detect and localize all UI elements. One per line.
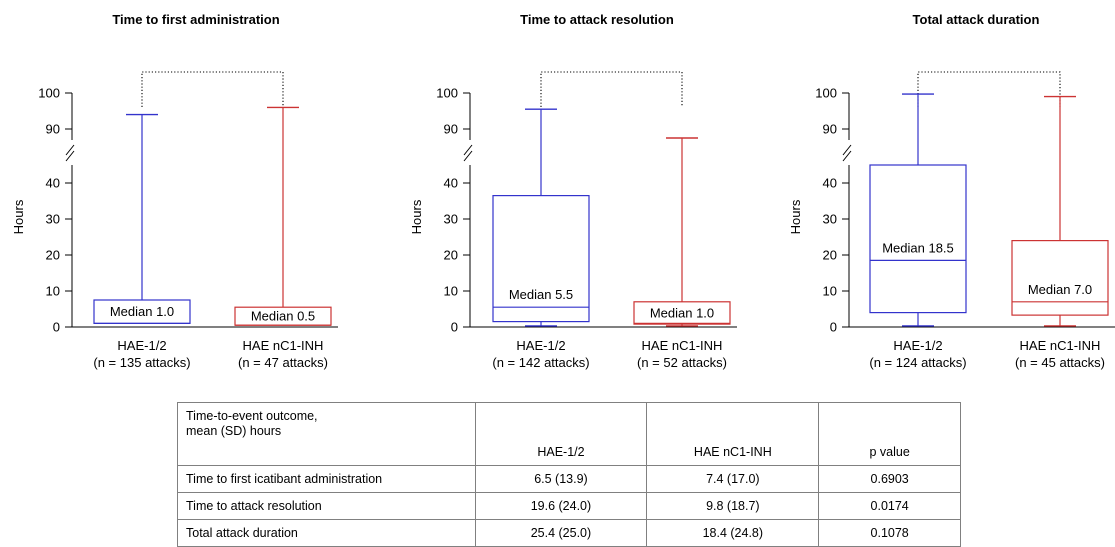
y-tick-label: 0 [830,320,837,335]
category-note: (n = 45 attacks) [1015,355,1105,370]
y-tick-label: 20 [823,248,837,263]
table-header-pvalue: p value [818,402,961,466]
y-tick-label: 100 [436,86,458,101]
median-label: Median 1.0 [110,304,174,319]
chart-title: Total attack duration [913,12,1040,27]
box [492,195,590,323]
table-cell-outcome: Total attack duration [177,519,476,547]
category-label: HAE-1/2 [516,338,565,353]
y-tick-label: 20 [444,248,458,263]
table-cell-hae12: 25.4 (25.0) [474,519,648,547]
table-row: Time to first icatibant administration 6… [177,465,961,493]
category-label: HAE nC1-INH [243,338,324,353]
y-tick-label: 100 [815,86,837,101]
category-note: (n = 142 attacks) [492,355,589,370]
axis-break-mark [842,150,852,162]
y-tick-label: 90 [823,122,837,137]
box [633,301,731,325]
axis-break-mark [463,144,473,156]
box [869,164,967,314]
category-note: (n = 52 attacks) [637,355,727,370]
table-cell-haenc1: 7.4 (17.0) [646,465,820,493]
axis-break-mark [65,150,75,162]
table-header-haenc1: HAE nC1-INH [646,402,820,466]
comparison-bracket [141,71,284,107]
axis-break-mark [842,144,852,156]
table-cell-pvalue: 0.0174 [818,492,961,520]
y-tick-label: 10 [823,284,837,299]
table-cell-pvalue: 0.6903 [818,465,961,493]
table-cell-haenc1: 9.8 (18.7) [646,492,820,520]
median-label: Median 0.5 [251,309,315,324]
table-row: Time to attack resolution 19.6 (24.0) 9.… [177,492,961,520]
y-tick-label: 10 [444,284,458,299]
y-tick-label: 10 [46,284,60,299]
results-table: Time-to-event outcome, mean (SD) hours H… [177,402,961,547]
box-plot-panels: Time to first administration Hours 0 10 20 30… [11,12,1115,370]
table-cell-hae12: 6.5 (13.9) [474,465,648,493]
y-axis-label: Hours [409,199,424,234]
y-tick-label: 30 [46,212,60,227]
box [1011,240,1109,316]
comparison-bracket [917,71,1061,107]
table-header-row: Time-to-event outcome, mean (SD) hours H… [177,402,961,466]
table-row: Total attack duration 25.4 (25.0) 18.4 (… [177,519,961,547]
y-tick-label: 90 [444,122,458,137]
axis-break-mark [463,150,473,162]
y-axis-label: Hours [788,199,803,234]
y-tick-label: 0 [53,320,60,335]
category-label: HAE nC1-INH [642,338,723,353]
y-tick-label: 40 [46,176,60,191]
table-cell-hae12: 19.6 (24.0) [474,492,648,520]
y-tick-label: 100 [38,86,60,101]
y-tick-label: 20 [46,248,60,263]
category-note: (n = 135 attacks) [93,355,190,370]
y-axis-label: Hours [11,199,26,234]
y-tick-label: 0 [451,320,458,335]
median-label: Median 7.0 [1028,282,1092,297]
header-outcome-line2: mean (SD) hours [186,424,282,438]
axis-break-mark [65,144,75,156]
comparison-bracket [540,71,683,107]
chart-title: Time to first administration [112,12,279,27]
category-label: HAE nC1-INH [1020,338,1101,353]
table-cell-pvalue: 0.1078 [818,519,961,547]
category-note: (n = 47 attacks) [238,355,328,370]
table-cell-outcome: Time to first icatibant administration [177,465,476,493]
median-label: Median 5.5 [509,287,573,302]
y-tick-label: 30 [823,212,837,227]
category-note: (n = 124 attacks) [869,355,966,370]
chart-title: Time to attack resolution [520,12,674,27]
y-tick-label: 40 [823,176,837,191]
table-cell-haenc1: 18.4 (24.8) [646,519,820,547]
header-outcome-line1: Time-to-event outcome, [186,409,318,423]
median-label: Median 1.0 [650,305,714,320]
table-header-outcome: Time-to-event outcome, mean (SD) hours [177,402,476,466]
y-tick-label: 40 [444,176,458,191]
table-cell-outcome: Time to attack resolution [177,492,476,520]
y-tick-label: 30 [444,212,458,227]
category-label: HAE-1/2 [117,338,166,353]
median-label: Median 18.5 [882,240,954,255]
table-header-hae12: HAE-1/2 [474,402,648,466]
y-tick-label: 90 [46,122,60,137]
category-label: HAE-1/2 [893,338,942,353]
